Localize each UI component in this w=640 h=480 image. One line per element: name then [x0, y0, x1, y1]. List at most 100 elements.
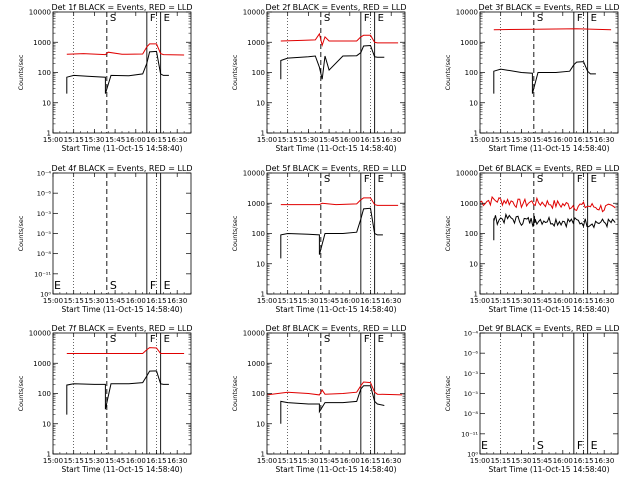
x-tick-label: 16:15 — [360, 297, 380, 305]
x-tick-label: 16:15 — [573, 457, 593, 465]
y-tick-label: 10 — [42, 420, 51, 428]
x-tick-label: 16:00 — [126, 297, 146, 305]
marker-label-start: E — [54, 279, 61, 292]
marker-label-f: F — [364, 334, 370, 345]
marker-label-f: F — [364, 174, 370, 185]
y-tick-label: 10000 — [456, 170, 478, 178]
y-tick-label: 1 — [47, 130, 51, 138]
panel-det-6: Det 6f BLACK = Events, RED = LLD 1 10 100 10… — [444, 164, 620, 314]
x-tick-label: 15:30 — [84, 297, 104, 305]
marker-label-f: F — [577, 174, 583, 185]
y-tick-label: 10⁻⁸ — [37, 250, 52, 258]
y-tick-label: 100 — [252, 69, 265, 77]
x-tick-label: 16:00 — [553, 297, 573, 305]
panel-title: Det 4f BLACK = Events, RED = LLD — [51, 164, 192, 173]
marker-label-f: F — [364, 13, 370, 24]
x-tick-label: 15:30 — [298, 136, 318, 144]
x-axis-title: Start Time (11-Oct-15 14:58:40) — [61, 144, 182, 153]
x-tick-label: 15:30 — [511, 297, 531, 305]
y-tick-label: 1000 — [247, 39, 265, 47]
series-line-lld — [280, 197, 399, 206]
y-tick-label: 1000 — [33, 360, 51, 368]
panel-title: Det 9f BLACK = Events, RED = LLD — [478, 324, 619, 333]
x-tick-label: 15:15 — [64, 136, 84, 144]
panel-det-3: Det 3f BLACK = Events, RED = LLD 1 10 100 10… — [444, 3, 620, 153]
y-axis-title: Counts/sec — [231, 215, 239, 251]
y-tick-label: 1000 — [460, 39, 478, 47]
marker-label-e: E — [591, 439, 598, 452]
y-tick-label: 10 — [469, 99, 478, 107]
marker-label-f: F — [150, 334, 156, 345]
y-tick-label: 10000 — [29, 9, 51, 17]
x-tick-label: 15:45 — [105, 297, 125, 305]
x-axis-title: Start Time (11-Oct-15 14:58:40) — [61, 465, 182, 474]
x-tick-label: 16:30 — [594, 297, 614, 305]
series-line-lld — [266, 381, 403, 396]
x-tick-label: 16:30 — [594, 457, 614, 465]
y-tick-label: 10⁻³ — [464, 370, 479, 378]
panel-title: Det 8f BLACK = Events, RED = LLD — [265, 324, 406, 333]
y-tick-label: 10000 — [243, 330, 265, 338]
x-tick-label: 16:30 — [381, 457, 401, 465]
y-tick-label: 10000 — [456, 9, 478, 17]
x-tick-label: 15:00 — [470, 136, 490, 144]
panel-det-7: Det 7f BLACK = Events, RED = LLD 1 10 100 10… — [17, 324, 193, 474]
y-tick-label: 1000 — [247, 200, 265, 208]
y-tick-label: 100 — [465, 69, 478, 77]
marker-label-f: F — [577, 13, 583, 24]
marker-label-e: E — [164, 13, 170, 24]
marker-label-e: E — [591, 174, 597, 185]
x-axis-title: Start Time (11-Oct-15 14:58:40) — [275, 144, 396, 153]
y-tick-label: 1000 — [33, 39, 51, 47]
x-tick-label: 15:00 — [43, 297, 63, 305]
marker-label-s: S — [537, 439, 544, 452]
y-axis-title: Counts/sec — [17, 375, 25, 411]
series-line-lld — [66, 43, 185, 56]
y-tick-label: 100 — [38, 69, 51, 77]
series-line-events — [66, 50, 169, 94]
panel-det-5: Det 5f BLACK = Events, RED = LLD 1 10 100 10… — [231, 164, 407, 314]
series-line-events — [493, 61, 596, 94]
marker-label-s: S — [110, 13, 116, 24]
y-tick-label: 1 — [261, 451, 265, 459]
x-tick-label: 15:15 — [278, 136, 298, 144]
marker-label-f: F — [150, 279, 156, 292]
x-tick-label: 16:15 — [146, 297, 166, 305]
y-tick-label: 10⁻⁴ — [37, 170, 52, 178]
x-tick-label: 15:45 — [319, 297, 339, 305]
x-tick-label: 15:30 — [84, 136, 104, 144]
x-tick-label: 16:30 — [594, 136, 614, 144]
x-tick-label: 15:15 — [491, 457, 511, 465]
marker-label-f: F — [577, 439, 583, 452]
y-tick-label: 10⁻⁵ — [464, 390, 479, 398]
y-tick-label: 100 — [465, 230, 478, 238]
y-axis-title: Counts/sec — [444, 215, 452, 251]
x-tick-label: 15:45 — [532, 457, 552, 465]
y-tick-label: 10⁻⁸ — [464, 410, 479, 418]
panel-det-4: Det 4f BLACK = Events, RED = LLD 10⁰ 10⁻¹¹… — [17, 164, 193, 314]
x-tick-label: 16:15 — [573, 136, 593, 144]
x-tick-label: 15:30 — [298, 457, 318, 465]
x-tick-label: 16:00 — [553, 457, 573, 465]
x-tick-label: 16:30 — [381, 297, 401, 305]
y-tick-label: 1 — [474, 130, 478, 138]
x-tick-label: 16:00 — [126, 136, 146, 144]
y-tick-label: 100 — [252, 390, 265, 398]
y-axis-title: Counts/sec — [231, 54, 239, 90]
series-line-lld — [479, 195, 616, 213]
y-tick-label: 10⁰ — [467, 451, 478, 459]
x-tick-label: 16:15 — [360, 136, 380, 144]
marker-label-start: E — [481, 439, 488, 452]
x-tick-label: 15:30 — [298, 297, 318, 305]
x-tick-label: 15:00 — [257, 457, 277, 465]
marker-label-e: E — [378, 13, 384, 24]
series-line-events — [280, 385, 385, 424]
y-tick-label: 1 — [47, 451, 51, 459]
y-axis-title: Counts/sec — [444, 54, 452, 90]
y-tick-label: 10⁰ — [40, 291, 51, 299]
y-tick-label: 10⁻¹¹ — [461, 430, 478, 438]
panel-title: Det 2f BLACK = Events, RED = LLD — [265, 3, 406, 12]
x-tick-label: 16:15 — [573, 297, 593, 305]
x-tick-label: 15:15 — [278, 457, 298, 465]
y-tick-label: 10⁻⁶ — [37, 190, 52, 198]
